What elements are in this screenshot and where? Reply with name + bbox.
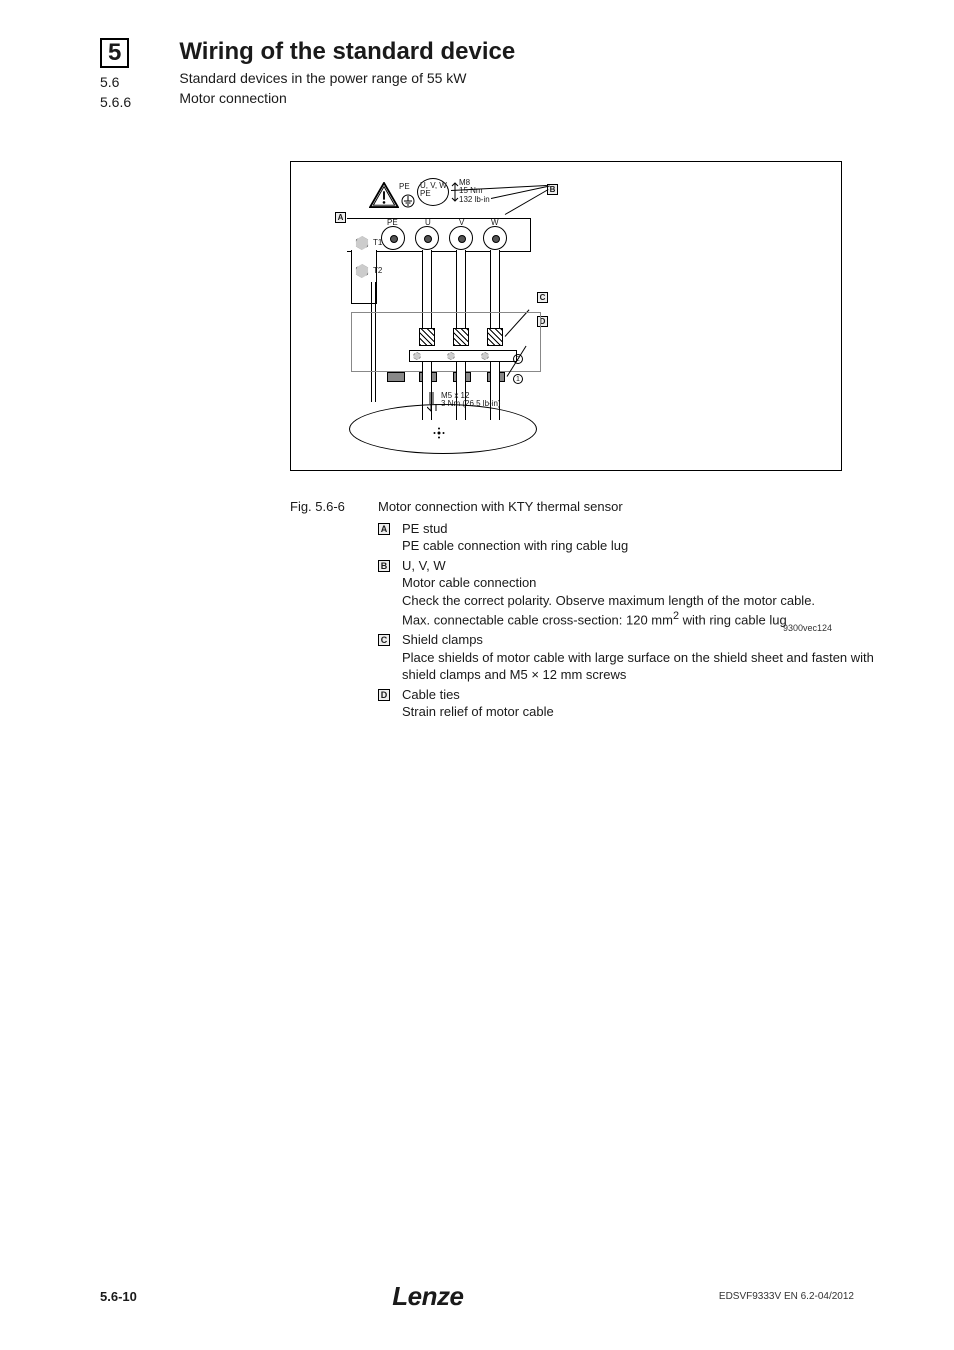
- legend-b-desc1: Motor cable connection: [402, 574, 894, 592]
- legend-item-b: B U, V, W Motor cable connection Check t…: [378, 557, 894, 630]
- subsection-title: Motor connection: [179, 88, 515, 108]
- figure-diagram: A B C D PE U, V, W, PE: [290, 161, 842, 471]
- torque-upper: M8 15 Nm 132 lb-in: [459, 179, 490, 205]
- terminal-pe: [381, 226, 405, 250]
- page-header: 5 5.6 5.6.6 Wiring of the standard devic…: [100, 38, 894, 109]
- legend-marker-b: B: [378, 560, 390, 572]
- legend-marker-c: C: [378, 634, 390, 646]
- terminal-w: [483, 226, 507, 250]
- legend-c-title: Shield clamps: [402, 631, 894, 649]
- circled-1: 1: [513, 374, 523, 384]
- legend-item-d: D Cable ties Strain relief of motor cabl…: [378, 686, 894, 721]
- subsection-number: 5.6.6: [100, 92, 131, 112]
- legend-marker-d: D: [378, 689, 390, 701]
- uvwpe-label: U, V, W, PE: [420, 182, 449, 198]
- legend-item-c: C Shield clamps Place shields of motor c…: [378, 631, 894, 684]
- callout-a: A: [335, 212, 346, 223]
- t2-label: T2: [373, 266, 382, 275]
- brand-logo: Lenze: [392, 1281, 463, 1312]
- target-icon: [433, 426, 445, 444]
- page-number: 5.6-10: [100, 1289, 137, 1304]
- section-title: Standard devices in the power range of 5…: [179, 68, 515, 88]
- legend-b-title: U, V, W: [402, 557, 894, 575]
- figure-legend: A PE stud PE cable connection with ring …: [378, 520, 894, 721]
- figure-caption-text: Motor connection with KTY thermal sensor: [378, 499, 623, 514]
- figure-caption: Fig. 5.6-6 Motor connection with KTY the…: [290, 499, 894, 514]
- figure-ref-code: 9300vec124: [783, 623, 832, 633]
- figure: A B C D PE U, V, W, PE: [290, 161, 894, 721]
- page-title: Wiring of the standard device: [179, 38, 515, 66]
- pe-label: PE: [399, 182, 410, 191]
- warning-icon: [369, 182, 399, 208]
- legend-marker-a: A: [378, 523, 390, 535]
- legend-c-desc: Place shields of motor cable with large …: [402, 649, 894, 684]
- callout-c: C: [537, 292, 548, 303]
- legend-d-desc: Strain relief of motor cable: [402, 703, 894, 721]
- section-number: 5.6: [100, 72, 131, 92]
- legend-b-desc2: Check the correct polarity. Observe maxi…: [402, 592, 894, 610]
- figure-caption-label: Fig. 5.6-6: [290, 499, 378, 514]
- chapter-number: 5: [100, 38, 129, 68]
- document-id: EDSVF9333V EN 6.2-04/2012: [719, 1291, 854, 1302]
- legend-a-desc: PE cable connection with ring cable lug: [402, 537, 894, 555]
- terminal-u: [415, 226, 439, 250]
- legend-d-title: Cable ties: [402, 686, 894, 704]
- legend-a-title: PE stud: [402, 520, 894, 538]
- pe-symbol: [401, 194, 415, 213]
- page-footer: 5.6-10 Lenze EDSVF9333V EN 6.2-04/2012: [0, 1281, 954, 1312]
- terminal-v: [449, 226, 473, 250]
- legend-item-a: A PE stud PE cable connection with ring …: [378, 520, 894, 555]
